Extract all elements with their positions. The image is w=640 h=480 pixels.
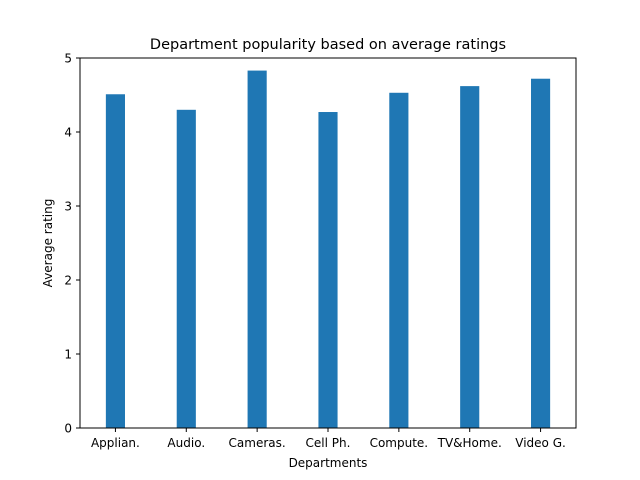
y-tick-label-1: 1: [64, 348, 72, 362]
bar-4: [389, 92, 409, 428]
y-tick-label-3: 3: [64, 200, 72, 214]
bars-group: [105, 70, 551, 429]
bar-0: [105, 94, 125, 428]
y-tick-label-2: 2: [64, 274, 72, 288]
bar-1: [176, 109, 196, 429]
x-axis: Applian. Audio. Cameras. Cell Ph. Compute. TV…: [91, 428, 566, 450]
y-tick-label-5: 5: [64, 52, 72, 66]
y-axis: 0 1 2 3 4 5: [64, 52, 80, 436]
x-tick-label-4: Compute.: [370, 436, 429, 450]
x-tick-label-1: Audio.: [167, 436, 205, 450]
x-axis-label: Departments: [289, 456, 368, 470]
y-tick-label-0: 0: [64, 422, 72, 436]
x-tick-label-5: TV&Home.: [437, 436, 502, 450]
bar-2: [247, 70, 267, 428]
x-tick-label-6: Video G.: [515, 436, 566, 450]
x-tick-label-3: Cell Ph.: [306, 436, 351, 450]
bar-6: [531, 78, 551, 428]
bar-5: [460, 86, 480, 429]
x-tick-label-0: Applian.: [91, 436, 140, 450]
x-tick-label-2: Cameras.: [229, 436, 286, 450]
chart-title: Department popularity based on average r…: [150, 37, 506, 53]
y-axis-label: Average rating: [41, 199, 55, 288]
y-tick-label-4: 4: [64, 126, 72, 140]
bar-3: [318, 112, 338, 429]
